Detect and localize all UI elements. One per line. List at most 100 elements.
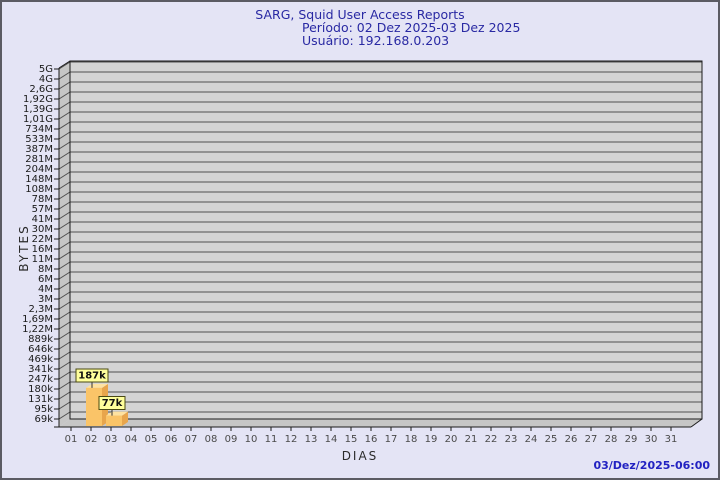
- x-tick-label: 26: [565, 434, 578, 445]
- x-tick-label: 06: [165, 434, 178, 445]
- x-tick-label: 01: [65, 434, 78, 445]
- wall-tick-diagonal: [58, 291, 71, 300]
- plot-frame: [69, 60, 703, 420]
- wall-tick-diagonal: [58, 131, 71, 140]
- x-tick-label: 04: [125, 434, 138, 445]
- x-tick-label: 30: [645, 434, 658, 445]
- x-tick-label: 25: [545, 434, 558, 445]
- x-tick-label: 02: [85, 434, 98, 445]
- wall-tick-diagonal: [58, 61, 71, 70]
- wall-tick-diagonal: [58, 321, 71, 330]
- x-tick-label: 05: [145, 434, 158, 445]
- wall-tick-diagonal: [58, 391, 71, 400]
- y-tick-label: 469k: [28, 354, 53, 365]
- wall-tick-diagonal: [58, 231, 71, 240]
- y-tick-label: 889k: [28, 334, 53, 345]
- y-tick-label: 1,01G: [23, 114, 53, 125]
- y-tick-label: 204M: [25, 164, 53, 175]
- wall-tick-diagonal: [58, 361, 71, 370]
- chart-user-subtitle: Usuário: 192.168.0.203: [302, 33, 450, 48]
- y-tick-label: 646k: [28, 344, 53, 355]
- value-label: 77k: [102, 398, 123, 409]
- y-tick-label: 1,92G: [23, 94, 53, 105]
- x-tick-label: 08: [205, 434, 218, 445]
- wall-tick-diagonal: [58, 271, 71, 280]
- y-tick-label: 11M: [32, 254, 53, 265]
- value-box: [75, 368, 109, 383]
- wall-tick-diagonal: [58, 241, 71, 250]
- y-tick-label: 30M: [32, 224, 53, 235]
- x-tick-label: 31: [665, 434, 678, 445]
- x-tick-label: 17: [385, 434, 398, 445]
- y-tick-label: 1,39G: [23, 104, 53, 115]
- y-tick-label: 3M: [38, 294, 53, 305]
- wall-tick-diagonal: [58, 401, 71, 410]
- x-tick-label: 28: [605, 434, 618, 445]
- y-tick-label: 734M: [25, 124, 53, 135]
- value-label: 187k: [78, 370, 106, 381]
- x-tick-label: 07: [185, 434, 198, 445]
- wall-tick-diagonal: [58, 331, 71, 340]
- x-tick-label: 15: [345, 434, 358, 445]
- bar: [86, 387, 102, 426]
- left-wall: [59, 61, 70, 427]
- wall-tick-diagonal: [58, 141, 71, 150]
- x-tick-label: 24: [525, 434, 538, 445]
- y-tick-label: 108M: [25, 184, 53, 195]
- x-tick-label: 22: [485, 434, 498, 445]
- y-tick-label: 387M: [25, 144, 53, 155]
- y-tick-label: 131k: [28, 394, 53, 405]
- y-tick-label: 57M: [32, 204, 53, 215]
- wall-tick-diagonal: [58, 191, 71, 200]
- y-tick-label: 41M: [32, 214, 53, 225]
- chart-title: SARG, Squid User Access Reports: [255, 7, 465, 22]
- wall-tick-diagonal: [58, 151, 71, 160]
- report-timestamp: 03/Dez/2025-06:00: [593, 459, 710, 472]
- y-tick-label: 1,22M: [22, 324, 53, 335]
- y-tick-label: 6M: [38, 274, 53, 285]
- wall-tick-diagonal: [58, 311, 71, 320]
- x-tick-label: 03: [105, 434, 118, 445]
- wall-tick-diagonal: [58, 101, 71, 110]
- x-tick-label: 23: [505, 434, 518, 445]
- y-tick-label: 78M: [32, 194, 53, 205]
- y-tick-label: 4M: [38, 284, 53, 295]
- wall-tick-diagonal: [58, 261, 71, 270]
- wall-tick-diagonal: [58, 91, 71, 100]
- x-tick-label: 29: [625, 434, 638, 445]
- x-tick-label: 13: [305, 434, 318, 445]
- y-tick-label: 16M: [32, 244, 53, 255]
- bar-side-face: [122, 411, 128, 426]
- x-tick-label: 27: [585, 434, 598, 445]
- wall-tick-diagonal: [58, 161, 71, 170]
- wall-tick-diagonal: [58, 281, 71, 290]
- wall-tick-diagonal: [58, 121, 71, 130]
- y-tick-label: 4G: [39, 74, 53, 85]
- x-tick-label: 20: [445, 434, 458, 445]
- y-tick-label: 247k: [28, 374, 53, 385]
- y-tick-label: 5G: [39, 64, 53, 75]
- bar: [106, 415, 122, 426]
- wall-tick-diagonal: [58, 351, 71, 360]
- wall-tick-diagonal: [58, 111, 71, 120]
- y-tick-label: 533M: [25, 134, 53, 145]
- plot-plane: [70, 61, 702, 419]
- x-tick-label: 10: [245, 434, 258, 445]
- wall-tick-diagonal: [58, 371, 71, 380]
- floor: [59, 419, 702, 427]
- wall-tick-diagonal: [58, 301, 71, 310]
- wall-tick-diagonal: [58, 221, 71, 230]
- y-tick-label: 281M: [25, 154, 53, 165]
- floor-right-edge: [690, 418, 703, 428]
- wall-top-edge: [58, 60, 71, 69]
- y-axis-title: BYTES: [17, 224, 31, 272]
- value-box: [98, 396, 126, 411]
- x-tick-label: 09: [225, 434, 238, 445]
- wall-tick-diagonal: [58, 341, 71, 350]
- x-axis-title: DIAS: [341, 449, 379, 463]
- x-tick-label: 21: [465, 434, 478, 445]
- x-tick-label: 18: [405, 434, 418, 445]
- wall-tick-diagonal: [58, 81, 71, 90]
